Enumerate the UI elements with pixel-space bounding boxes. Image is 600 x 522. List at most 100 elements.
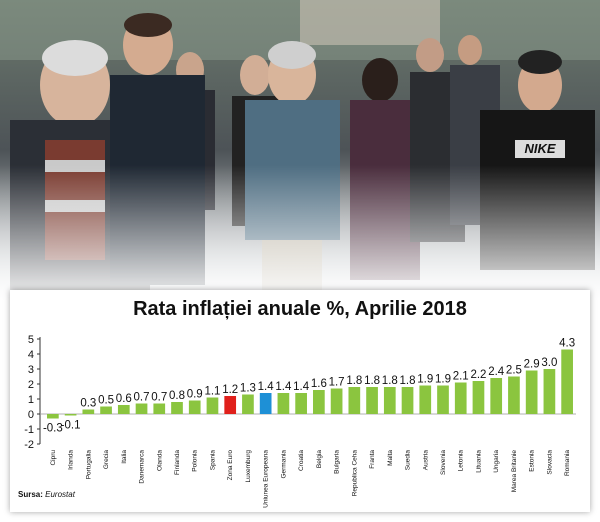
category-label: Olanda (156, 450, 163, 471)
y-tick-label: 0 (28, 409, 34, 421)
value-label: 0.5 (98, 395, 114, 407)
value-label: 1.9 (417, 374, 433, 386)
y-tick-label: 1 (28, 394, 34, 406)
category-label: Belgia (316, 450, 323, 468)
chart-title: Rata inflației anuale %, Aprilie 2018 (133, 298, 467, 320)
value-label: 2.5 (506, 365, 522, 377)
bar (490, 378, 503, 414)
category-label: Luxemburg (245, 450, 252, 483)
value-label: 2.2 (470, 369, 486, 381)
value-label: 1.8 (400, 375, 416, 387)
value-label: 0.3 (80, 398, 96, 410)
category-label: Franta (369, 450, 376, 469)
category-label: Uniunea Europeana (263, 450, 270, 508)
category-label: Zona Euro (227, 450, 234, 481)
bar (206, 397, 219, 414)
category-label: Cipru (50, 450, 57, 466)
bar (295, 393, 307, 414)
bar (543, 369, 556, 414)
bar (313, 390, 325, 414)
bar (64, 414, 77, 416)
bar (117, 405, 130, 414)
y-tick-label: 4 (28, 349, 34, 361)
bar (525, 370, 538, 414)
category-label: Portugalia (85, 450, 92, 480)
value-label: 2.1 (453, 371, 469, 383)
category-label: Irlanda (68, 450, 75, 470)
bar (401, 387, 414, 414)
bar (242, 394, 254, 414)
value-label: 1.3 (240, 383, 256, 395)
category-label: Lituania (475, 450, 482, 473)
bar (277, 393, 290, 414)
bar (348, 387, 361, 414)
value-label: 3.0 (541, 357, 557, 369)
bar (508, 376, 520, 414)
category-label: Polonia (192, 450, 199, 472)
bar (419, 385, 432, 414)
y-tick-label: -1 (24, 424, 34, 436)
source-note: Sursa: Eurostat (18, 490, 75, 499)
bar (153, 403, 166, 414)
value-label: 1.4 (275, 381, 292, 393)
value-label: -0.1 (61, 420, 81, 432)
bar (224, 396, 237, 414)
bar (171, 402, 183, 414)
bar-chart: -2 -1 0 1 2 3 4 5 -0.3 Cipru -0.1 Irlanda 0.3 Portuga… (24, 334, 576, 508)
value-label: 1.8 (364, 375, 380, 387)
value-label: -0.3 (43, 423, 63, 435)
bar (454, 382, 467, 414)
category-label: Slovacia (546, 450, 553, 475)
category-label: Austria (422, 450, 429, 471)
category-label: Danemarca (139, 450, 146, 484)
category-label: Spania (209, 450, 216, 471)
value-label: 4.3 (559, 338, 575, 350)
bar (383, 387, 396, 414)
value-label: 0.7 (134, 392, 150, 404)
value-label: 1.1 (204, 386, 220, 398)
category-label: Slovenia (440, 450, 447, 475)
value-label: 1.8 (382, 375, 398, 387)
y-tick-label: 2 (28, 379, 34, 391)
source-name: Eurostat (45, 490, 75, 499)
bar (561, 349, 573, 414)
category-label: Marea Britanie (511, 450, 518, 493)
chart-panel: Rata inflației anuale %, Aprilie 2018 -2… (10, 290, 590, 512)
y-tick-label: -2 (24, 439, 34, 451)
bar (188, 400, 201, 414)
value-label: 0.6 (116, 393, 132, 405)
bar (330, 388, 343, 414)
category-label: Malta (387, 450, 394, 466)
y-tick-label: 3 (28, 364, 34, 376)
bar (472, 381, 485, 414)
category-label: Estonia (529, 450, 536, 472)
bar (100, 406, 112, 414)
source-label: Sursa: (18, 490, 43, 499)
value-label: 1.9 (435, 374, 451, 386)
value-label: 0.7 (151, 392, 167, 404)
value-label: 0.9 (187, 389, 203, 401)
category-label: Germania (280, 450, 287, 479)
category-label: Letonia (458, 450, 465, 472)
bar (366, 387, 378, 414)
category-label: Suedia (405, 450, 412, 471)
street-crowd-photo: NIKE (0, 0, 600, 300)
value-label: 1.4 (293, 381, 310, 393)
bar (135, 403, 148, 414)
category-label: Croatia (298, 450, 305, 471)
bar (47, 414, 59, 419)
value-label: 1.7 (329, 377, 345, 389)
value-label: 2.9 (524, 359, 540, 371)
value-label: 1.8 (346, 375, 362, 387)
bar (259, 393, 272, 414)
value-label: 1.6 (311, 378, 327, 390)
value-label: 1.2 (222, 384, 238, 396)
category-label: Ungaria (493, 450, 500, 473)
category-label: Grecia (103, 450, 110, 470)
bar (82, 409, 95, 414)
value-label: 1.4 (258, 381, 275, 393)
category-label: Romania (564, 450, 571, 476)
category-label: Finlanda (174, 450, 181, 475)
category-label: Bulgaria (334, 450, 341, 474)
bar (437, 385, 449, 414)
